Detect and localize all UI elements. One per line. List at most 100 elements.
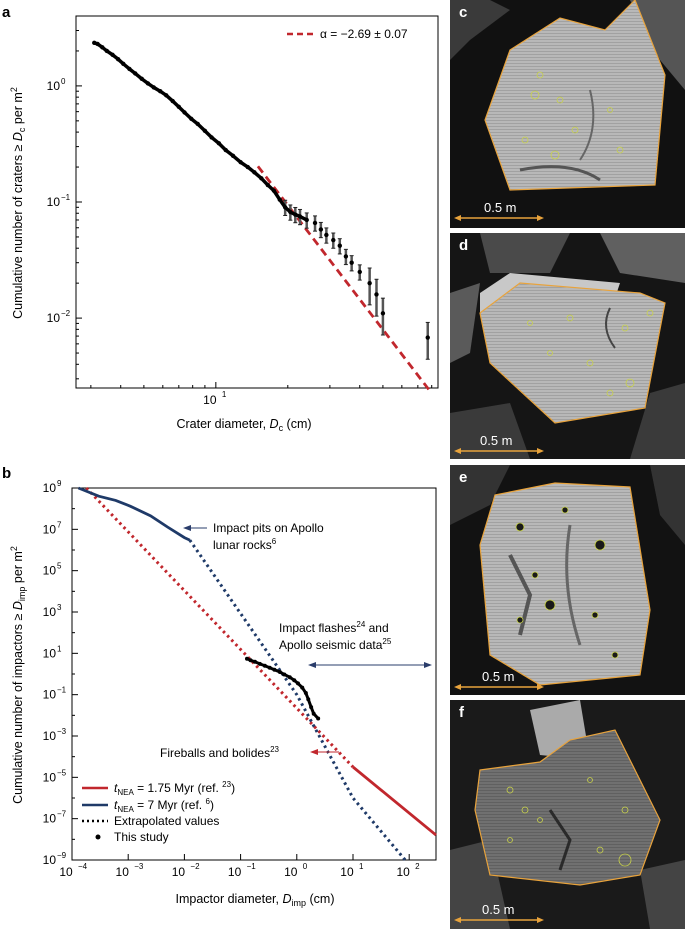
data-trace — [272, 189, 282, 201]
data-trace — [224, 148, 235, 158]
data-point — [374, 292, 379, 297]
x-tick-label-b: 10 — [284, 865, 298, 879]
legend-a: α = −2.69 ± 0.07 — [287, 27, 408, 41]
data-trace — [165, 93, 174, 103]
y-tick-label-exp-b: 1 — [57, 644, 62, 653]
data-trace — [190, 117, 199, 126]
series-line — [85, 486, 355, 769]
y-tick-label-exp-a: 0 — [61, 77, 66, 86]
x-tick-label-exp-b: −3 — [134, 862, 144, 871]
panel-a: a 10 110 −210 −110 0 α = −2.69 ± 0.07 Crater… — [2, 4, 439, 433]
y-tick-label-exp-b: −1 — [57, 686, 67, 695]
annotation-text-flashes: Impact flashes24 and — [279, 620, 389, 635]
x-tick-label-b: 10 — [397, 865, 411, 879]
data-point — [267, 665, 272, 670]
panel-label-e: e — [459, 469, 468, 486]
data-trace — [196, 122, 207, 133]
data-point — [262, 663, 267, 668]
data-trace — [217, 142, 227, 152]
data-point — [318, 227, 324, 232]
outline-d — [479, 282, 666, 424]
fit-line-a — [256, 165, 431, 391]
x-axis-label-b: Impactor diameter, Dimp (cm) — [175, 892, 334, 908]
y-tick-label-a: 10 — [47, 79, 61, 93]
data-trace — [134, 72, 143, 81]
panel-label-a: a — [2, 4, 11, 21]
outline-f — [474, 729, 661, 886]
data-trace — [96, 42, 104, 49]
data-trace — [177, 105, 186, 114]
x-tick-label-exp-b: −2 — [190, 862, 200, 871]
data-point — [272, 667, 277, 672]
panel-label-c: c — [459, 4, 468, 21]
legend-label-extrapolated: Extrapolated values — [114, 814, 219, 828]
data-trace — [253, 171, 263, 180]
x-axis-label-a: Crater diameter, Dc (cm) — [176, 417, 311, 433]
data-trace — [105, 49, 114, 57]
data-trace — [159, 89, 168, 97]
data-point — [425, 335, 430, 340]
data-trace — [266, 183, 276, 193]
data-trace — [146, 81, 155, 89]
scale-label-e: 0.5 m — [482, 669, 515, 684]
panel-label-d: d — [459, 237, 469, 254]
photo-panel-f: f 0.5 m — [450, 700, 685, 929]
legend-swatch-point — [95, 834, 101, 840]
legend-fit-label: α = −2.69 ± 0.07 — [320, 27, 408, 41]
data-trace — [183, 111, 193, 121]
x-tick-label-exp-a: 1 — [222, 390, 227, 399]
y-tick-label-b: 10 — [43, 481, 57, 495]
annotation-flashes: Impact flashes24 and Apollo seismic data… — [279, 620, 432, 668]
y-tick-label-b: 10 — [43, 688, 57, 702]
data-point — [337, 243, 342, 248]
axes-ticks-b: 10 −4 10 −3 10 −2 10 −1 10 0 10 1 10 210 −910 −710 −510−… — [43, 479, 421, 879]
outline-e — [479, 482, 651, 686]
y-tick-label-b: 10 — [43, 812, 57, 826]
x-tick-label-exp-b: 2 — [415, 862, 420, 871]
data-point — [257, 661, 262, 666]
arrow-head-icon — [310, 749, 318, 755]
data-point — [357, 269, 362, 275]
data-trace — [289, 210, 297, 217]
legend-label-blue: tNEA = 7 Myr (ref. 6) — [114, 797, 214, 814]
y-tick-label-exp-b: −9 — [57, 851, 67, 860]
y-axis-label-b: Cumulative number of impactors ≥ Dimp pe… — [9, 546, 27, 804]
legend-b: tNEA = 1.75 Myr (ref. 23) tNEA = 7 Myr (… — [82, 780, 235, 844]
data-trace — [283, 206, 292, 214]
y-tick-label-a: 10 — [47, 195, 61, 209]
y-tick-label-b: 10 — [43, 853, 57, 867]
data-trace — [260, 177, 270, 187]
y-tick-label-exp-b: −5 — [57, 768, 67, 777]
arrow-head-icon — [424, 662, 432, 668]
data-point — [295, 681, 300, 686]
data-point — [380, 311, 386, 316]
x-tick-label-exp-b: −4 — [78, 862, 88, 871]
fit-line — [256, 165, 431, 391]
x-tick-label-exp-b: −1 — [247, 862, 257, 871]
data-trace — [122, 62, 131, 71]
data-point — [312, 220, 318, 226]
annotation-fireballs: Fireballs and bolides23 — [160, 745, 339, 760]
data-trace — [278, 198, 287, 209]
legend-label-study: This study — [114, 830, 169, 844]
data-point — [367, 280, 372, 286]
annotation-text-pits: Impact pits on Apollo — [213, 521, 324, 535]
panel-label-b: b — [2, 465, 11, 482]
data-trace — [152, 85, 162, 93]
data-trace — [101, 45, 108, 53]
rock-photo-f — [450, 700, 685, 929]
scale-label-c: 0.5 m — [484, 200, 517, 215]
data-point — [282, 672, 287, 677]
series-line — [77, 486, 191, 542]
panel-b: b 10 −4 10 −3 10 −2 10 −1 10 0 10 1 10 210 −910 −710 −51… — [2, 465, 437, 908]
photo-panel-d: d 0.5 m — [450, 233, 685, 459]
data-point — [306, 697, 311, 702]
scale-label-f: 0.5 m — [482, 902, 515, 917]
data-point — [300, 685, 305, 690]
figure-plots: a 10 110 −210 −110 0 α = −2.69 ± 0.07 Crater… — [2, 4, 439, 908]
data-trace — [231, 154, 242, 164]
series-line — [188, 539, 407, 861]
data-point — [287, 675, 292, 680]
data-point — [324, 232, 329, 238]
data-point — [248, 658, 253, 663]
